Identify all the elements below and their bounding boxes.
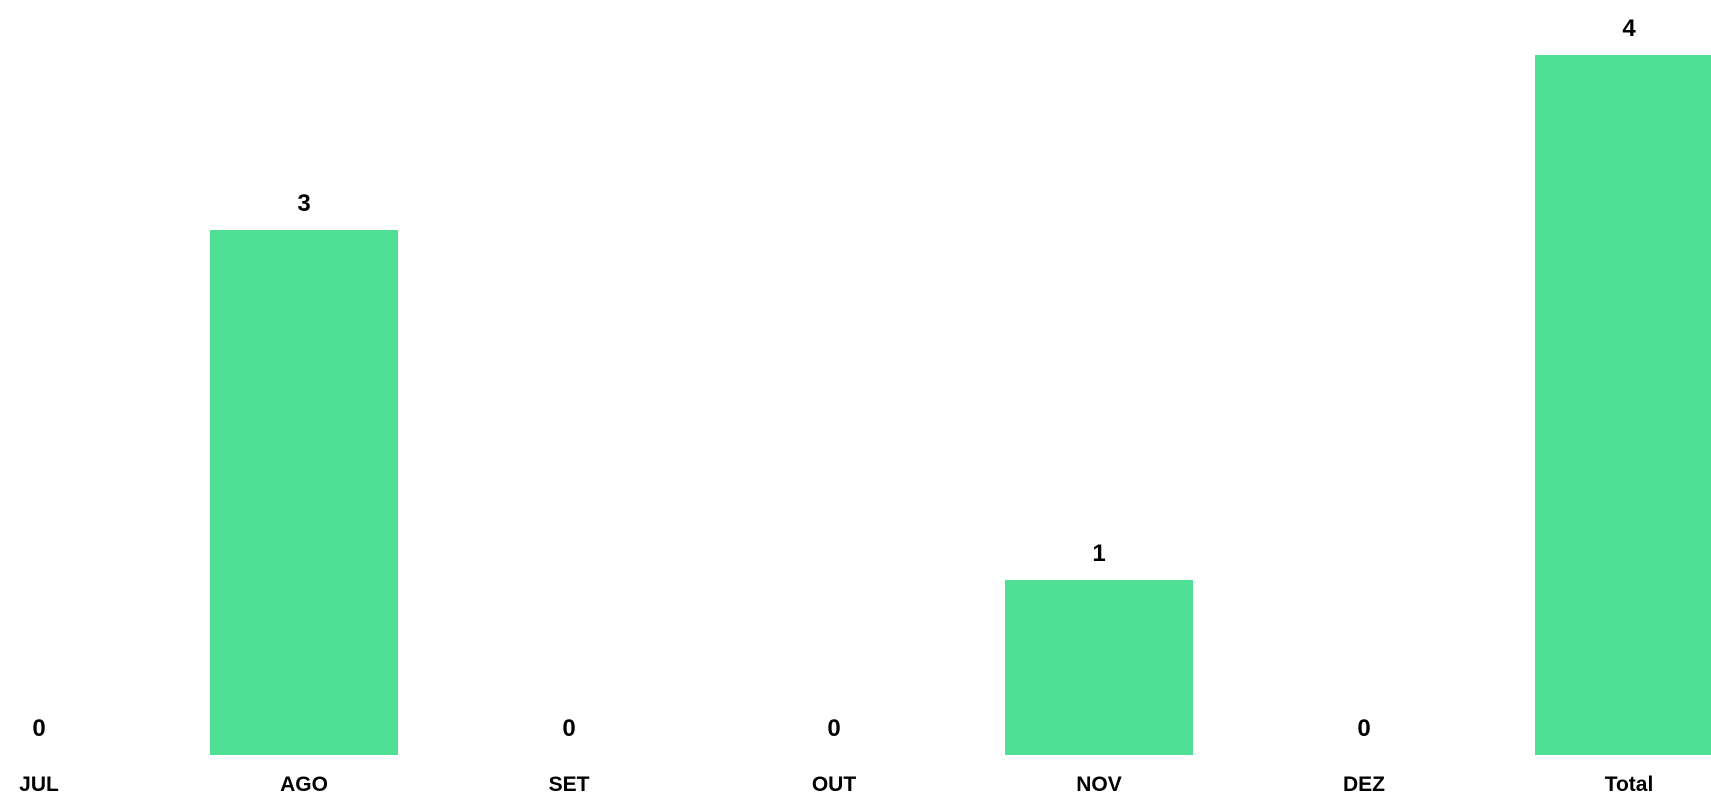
x-tick-label-nov: NOV <box>1076 773 1122 796</box>
value-labels-group: 0 3 0 0 1 0 4 <box>32 15 1636 742</box>
x-tick-label-out: OUT <box>812 773 857 796</box>
x-tick-label-dez: DEZ <box>1343 773 1385 796</box>
bar-total <box>1535 55 1711 755</box>
bar-nov <box>1005 580 1193 755</box>
x-tick-label-set: SET <box>549 773 590 796</box>
data-label-dez: 0 <box>1357 715 1370 742</box>
data-label-jul: 0 <box>32 715 45 742</box>
data-label-set: 0 <box>562 715 575 742</box>
data-label-out: 0 <box>827 715 840 742</box>
data-label-nov: 1 <box>1092 540 1105 567</box>
data-label-total: 4 <box>1622 15 1636 42</box>
x-tick-label-jul: JUL <box>19 773 59 796</box>
bar-ago <box>210 230 398 755</box>
x-tick-label-total: Total <box>1605 773 1654 796</box>
x-axis-tick-labels: JUL AGO SET OUT NOV DEZ Total <box>19 773 1653 796</box>
bars-group <box>210 55 1711 755</box>
data-label-ago: 3 <box>297 190 310 217</box>
x-tick-label-ago: AGO <box>280 773 328 796</box>
